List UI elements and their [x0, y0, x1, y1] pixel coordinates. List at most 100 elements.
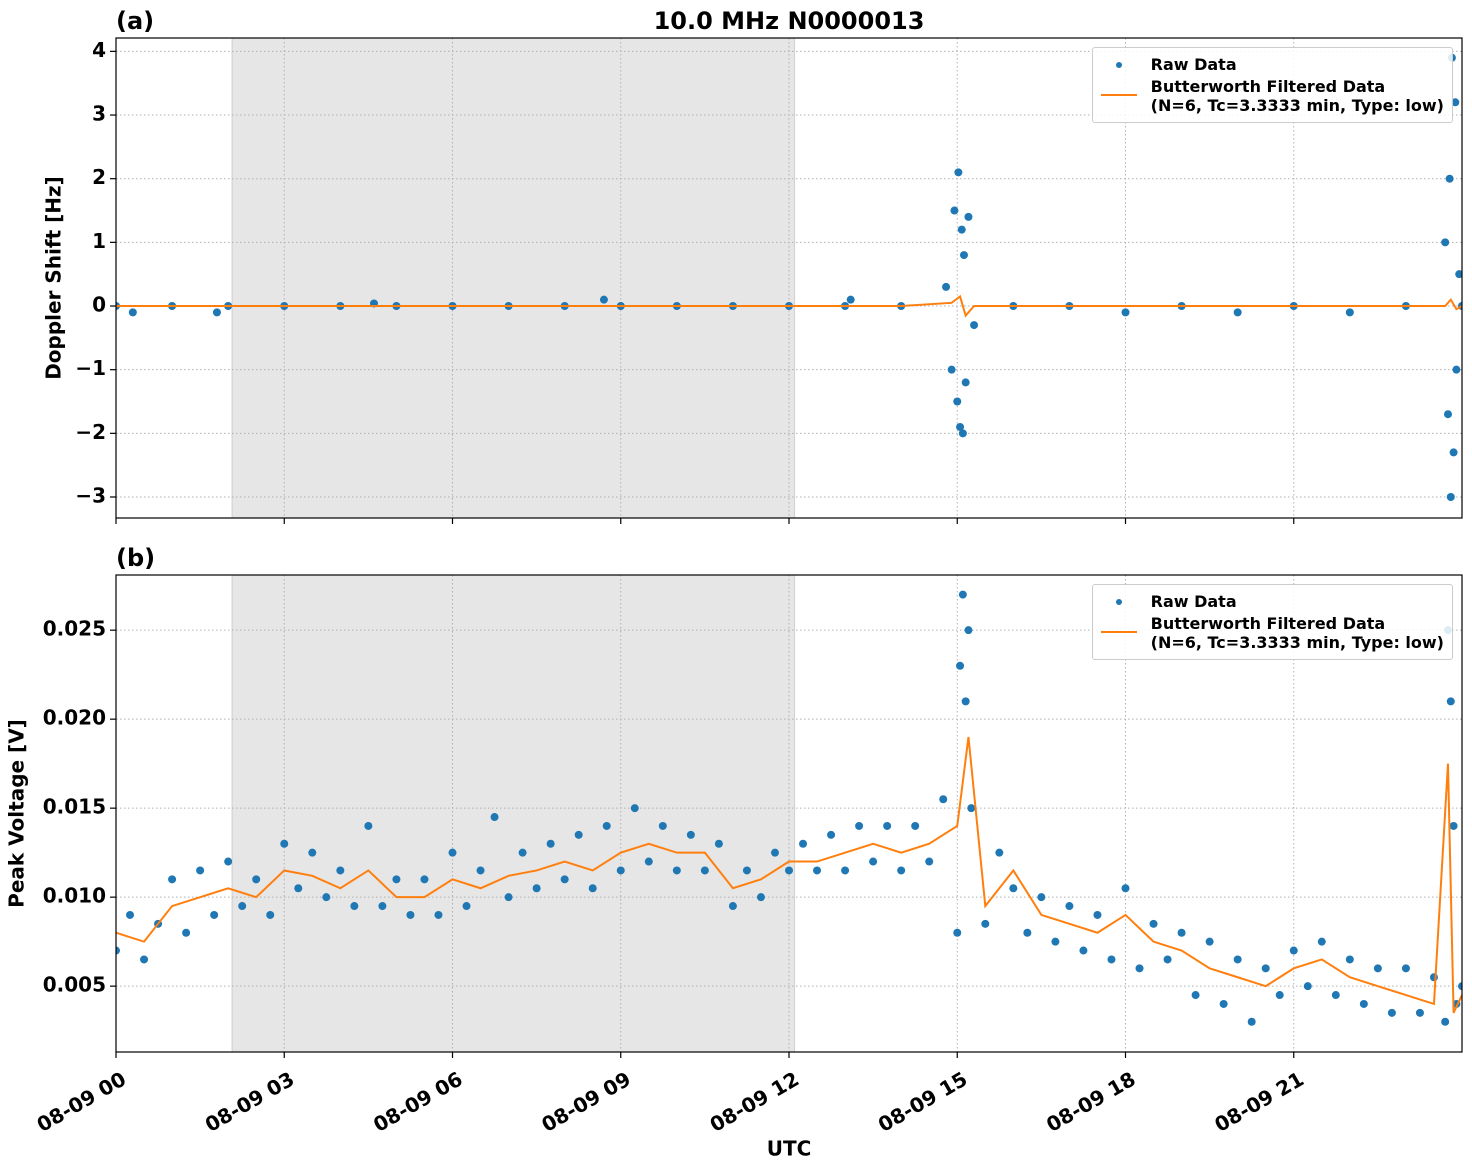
raw-point [1163, 955, 1172, 964]
raw-point [686, 830, 695, 839]
legend-swatch [1115, 62, 1122, 68]
raw-point [714, 839, 723, 848]
raw-point [869, 857, 878, 866]
raw-point [964, 212, 973, 221]
filtered-line [116, 294, 1462, 318]
raw-point [1107, 955, 1116, 964]
raw-point [956, 661, 965, 670]
raw-point [846, 295, 855, 304]
raw-point [1093, 910, 1102, 919]
legend-swatch [1100, 94, 1137, 96]
x-tick-label: 08-09 09 [537, 1067, 635, 1137]
raw-point [168, 875, 177, 884]
raw-point [1387, 1008, 1396, 1017]
raw-point [1233, 308, 1242, 317]
raw-point [602, 821, 611, 830]
raw-point [224, 857, 233, 866]
raw-point [827, 830, 836, 839]
raw-point [1135, 964, 1144, 973]
raw-point [238, 902, 247, 911]
raw-point [1149, 919, 1158, 928]
raw-point [947, 365, 956, 374]
legend-swatch-mark [1115, 599, 1122, 605]
raw-point [630, 804, 639, 813]
raw-point [518, 848, 527, 857]
raw-point [954, 168, 963, 177]
raw-point [364, 821, 373, 830]
raw-point [532, 884, 541, 893]
y-tick-label: 1 [92, 229, 106, 253]
legend-label: Butterworth Filtered Data (N=6, Tc=3.333… [1150, 77, 1444, 115]
raw-point [560, 875, 569, 884]
panel-label: (a) [116, 7, 154, 35]
y-tick-label: −3 [75, 483, 106, 507]
x-tick-label: 08-09 12 [706, 1067, 804, 1137]
raw-point [1452, 365, 1461, 374]
plot-area [116, 53, 1462, 501]
raw-point [322, 893, 331, 902]
legend-entry: Butterworth Filtered Data (N=6, Tc=3.333… [1099, 77, 1444, 115]
y-tick-label: 0.020 [43, 706, 106, 730]
raw-point [1023, 928, 1032, 937]
raw-point [1233, 955, 1242, 964]
legend-key [1099, 592, 1139, 611]
y-tick-label: −1 [75, 356, 106, 380]
y-tick-label: 0.010 [43, 884, 106, 908]
raw-point [925, 857, 934, 866]
raw-point [700, 866, 709, 875]
raw-point [599, 295, 608, 304]
raw-point [126, 910, 135, 919]
raw-point [813, 866, 822, 875]
raw-point [434, 910, 443, 919]
legend: Raw Data Butterworth Filtered Data (N=6, … [1091, 47, 1453, 123]
y-axis-label: Doppler Shift [Hz] [42, 176, 66, 380]
raw-point [1079, 946, 1088, 955]
raw-point [1449, 821, 1458, 830]
legend-entry: Raw Data [1099, 592, 1444, 611]
raw-point [742, 866, 751, 875]
raw-point [308, 848, 317, 857]
y-tick-label: −2 [75, 420, 106, 444]
raw-point [280, 839, 289, 848]
legend-key [1099, 614, 1139, 652]
raw-point [1177, 928, 1186, 937]
y-axis-label: Peak Voltage [V] [5, 719, 29, 908]
legend-entry: Raw Data [1099, 55, 1444, 74]
raw-point [196, 866, 205, 875]
raw-point [116, 946, 120, 955]
legend-key [1099, 77, 1139, 115]
raw-point [406, 910, 415, 919]
legend-swatch [1115, 599, 1122, 605]
y-tick-label: 3 [92, 102, 106, 126]
x-tick-label: 08-09 18 [1042, 1067, 1140, 1137]
raw-point [958, 590, 967, 599]
raw-point [616, 866, 625, 875]
raw-point [950, 206, 959, 215]
raw-point [336, 866, 345, 875]
raw-point [476, 866, 485, 875]
raw-point [939, 795, 948, 804]
raw-point [252, 875, 261, 884]
raw-point [957, 225, 966, 234]
raw-point [1009, 884, 1018, 893]
raw-point [1401, 964, 1410, 973]
y-tick-label: 2 [92, 165, 106, 189]
filtered-line [116, 736, 1462, 1014]
raw-point [546, 839, 555, 848]
raw-point [140, 955, 149, 964]
raw-point [1458, 982, 1462, 991]
raw-point [1359, 999, 1368, 1008]
raw-point [1455, 270, 1462, 279]
raw-point [378, 902, 387, 911]
raw-point [490, 813, 499, 822]
x-axis-label: UTC [767, 1137, 812, 1161]
raw-point [350, 902, 359, 911]
raw-point [1289, 946, 1298, 955]
shaded-span [231, 574, 796, 1053]
shaded-span [231, 37, 796, 519]
raw-point [1441, 1017, 1450, 1026]
raw-point [1415, 1008, 1424, 1017]
raw-point [1451, 98, 1460, 107]
raw-point [574, 830, 583, 839]
